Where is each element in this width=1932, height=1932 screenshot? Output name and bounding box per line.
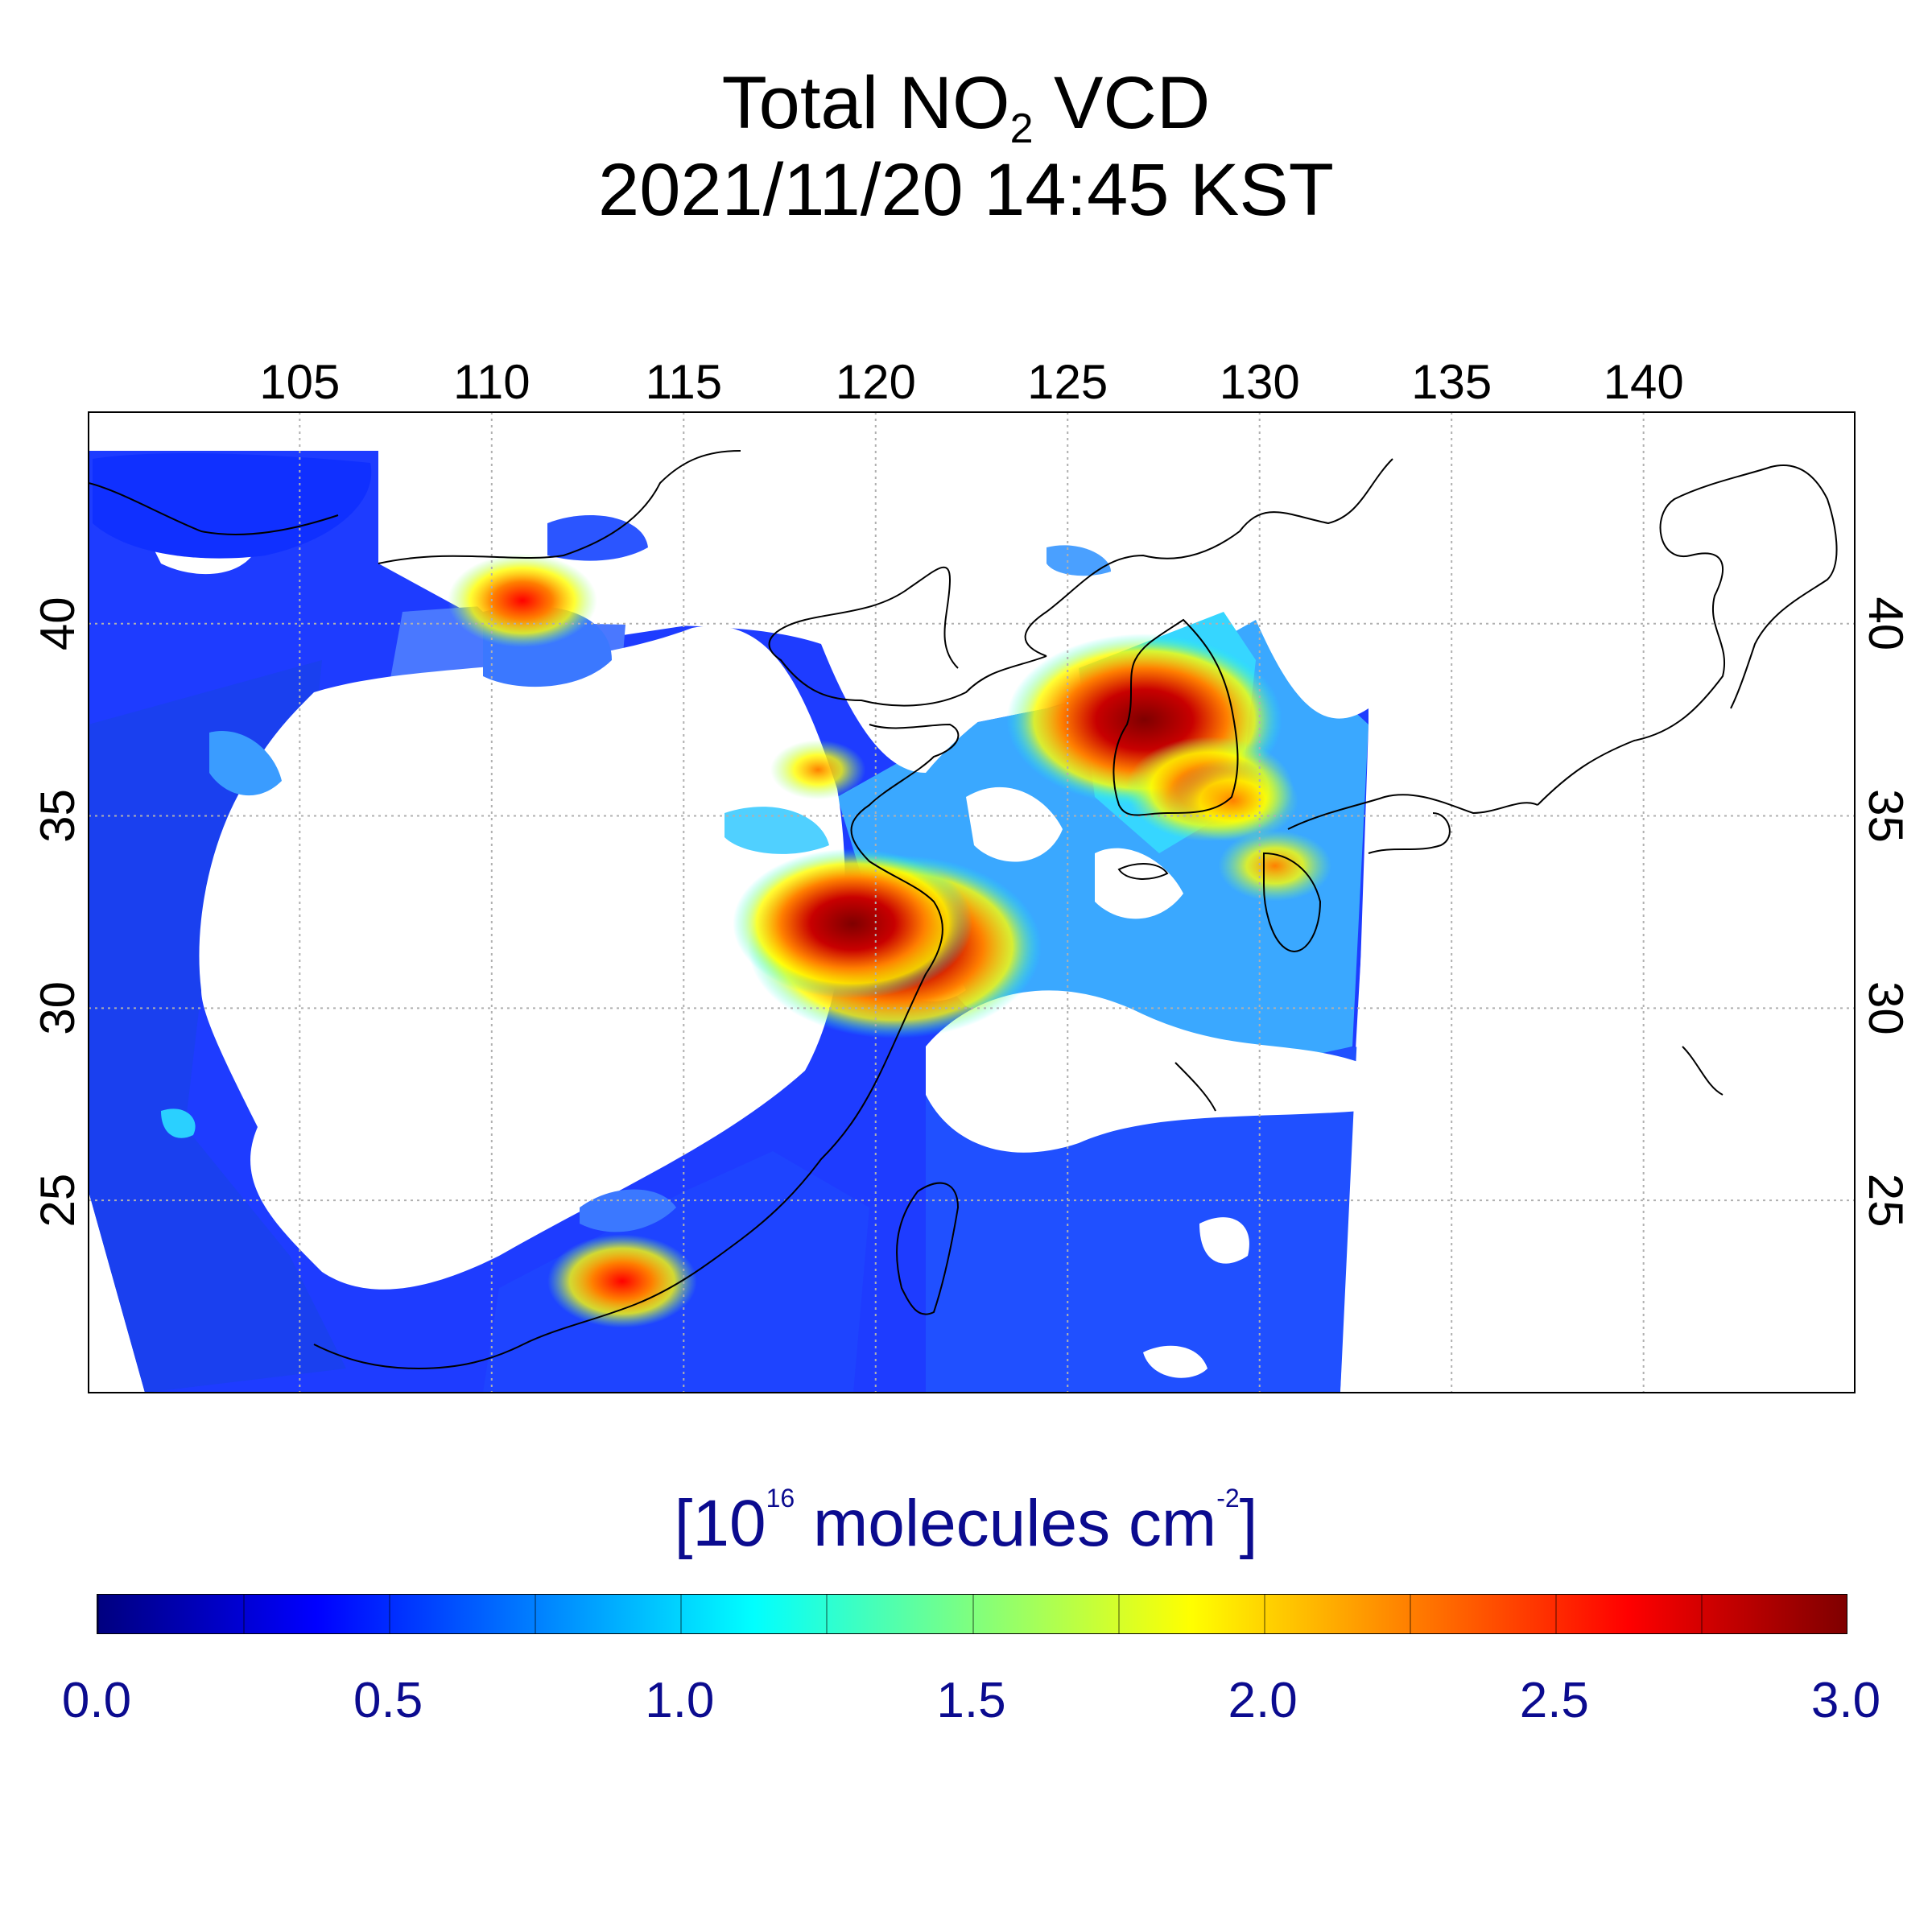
no2-hotspot xyxy=(448,554,597,648)
colorbar xyxy=(97,1594,1847,1634)
colorbar-tick xyxy=(680,1595,683,1633)
lon-tick-label-top: 130 xyxy=(1220,355,1300,409)
colorbar-tick xyxy=(389,1595,391,1633)
colorbar-unit-label: [1016 molecules cm-2] xyxy=(0,1485,1932,1557)
colorbar-tick xyxy=(826,1595,828,1633)
unit-text-pre: [10 xyxy=(674,1487,766,1560)
lat-tick-label-right: 25 xyxy=(1859,1174,1913,1228)
colorbar-tick xyxy=(1117,1595,1120,1633)
lon-tick-label-bottom: 125 xyxy=(1027,1410,1108,1417)
lon-tick-label-bottom: 120 xyxy=(836,1410,916,1417)
lon-tick-label-top: 140 xyxy=(1604,355,1684,409)
lon-tick-label-bottom: 110 xyxy=(453,1410,530,1417)
lat-tick-label-left: 30 xyxy=(31,981,85,1035)
no2-hotspot xyxy=(1166,759,1298,842)
lat-tick-label-left: 40 xyxy=(31,597,85,650)
colorbar-tick xyxy=(535,1595,537,1633)
lon-tick-label-bottom: 130 xyxy=(1220,1410,1300,1417)
lon-tick-label-top: 115 xyxy=(645,355,722,409)
lon-tick-label-bottom: 140 xyxy=(1604,1410,1684,1417)
no2-hotspot xyxy=(770,740,866,800)
title-text-post: VCD xyxy=(1033,62,1211,144)
colorbar-tick xyxy=(972,1595,974,1633)
title-text-pre: Total NO xyxy=(721,62,1010,144)
lon-tick-label-top: 110 xyxy=(453,355,530,409)
colorbar-tick-label: 1.0 xyxy=(645,1673,715,1728)
colorbar-tick-label: 0.0 xyxy=(61,1673,132,1728)
colorbar-tick xyxy=(1409,1595,1411,1633)
lat-tick-label-left: 25 xyxy=(31,1174,85,1228)
coastlines xyxy=(89,450,1838,1370)
map-frame xyxy=(88,411,1856,1393)
lat-tick-label-left: 35 xyxy=(31,789,85,843)
colorbar-tick-label: 0.5 xyxy=(353,1673,423,1728)
no2-hotspot xyxy=(733,848,972,999)
map-figure: 105 105 110 110 115 115 120 120 125 125 130 130 135 1… xyxy=(31,355,1913,1417)
colorbar-tick-label: 3.0 xyxy=(1810,1673,1881,1728)
colorbar-tick xyxy=(1263,1595,1265,1633)
lat-tick-label-right: 40 xyxy=(1859,597,1913,650)
lon-tick-label-bottom: 105 xyxy=(259,1410,340,1417)
colorbar-tick xyxy=(1554,1595,1557,1633)
lon-tick-label-bottom: 115 xyxy=(645,1410,722,1417)
colorbar-tick-label: 2.0 xyxy=(1228,1673,1298,1728)
no2-hotspot xyxy=(547,1234,697,1328)
unit-exponent-2: -2 xyxy=(1216,1484,1240,1513)
lat-tick-label-right: 35 xyxy=(1859,789,1913,843)
map-title: Total NO2 VCD xyxy=(0,66,1932,150)
colorbar-tick xyxy=(97,1595,99,1633)
unit-text-mid: molecules cm xyxy=(795,1487,1217,1560)
lon-tick-label-top: 125 xyxy=(1027,355,1108,409)
unit-text-post: ] xyxy=(1239,1487,1258,1560)
unit-exponent: 16 xyxy=(766,1484,795,1513)
no2-hotspot xyxy=(1218,830,1332,902)
no2-field xyxy=(89,412,1855,1393)
lon-tick-label-top: 120 xyxy=(836,355,916,409)
gridlines xyxy=(89,412,1855,1393)
lon-tick-label-top: 105 xyxy=(259,355,340,409)
lat-tick-label-right: 30 xyxy=(1859,981,1913,1035)
axis-labels: 105 105 110 110 115 115 120 120 125 125 130 130 135 1… xyxy=(31,355,1913,1417)
map-timestamp: 2021/11/20 14:45 KST xyxy=(598,149,1334,231)
lon-tick-label-bottom: 135 xyxy=(1411,1410,1492,1417)
colorbar-tick xyxy=(1700,1595,1703,1633)
colorbar-tick xyxy=(243,1595,246,1633)
colorbar-tick-label: 1.5 xyxy=(936,1673,1006,1728)
lon-tick-label-top: 135 xyxy=(1411,355,1492,409)
colorbar-tick-label: 2.5 xyxy=(1519,1673,1589,1728)
title-subscript: 2 xyxy=(1009,105,1034,152)
